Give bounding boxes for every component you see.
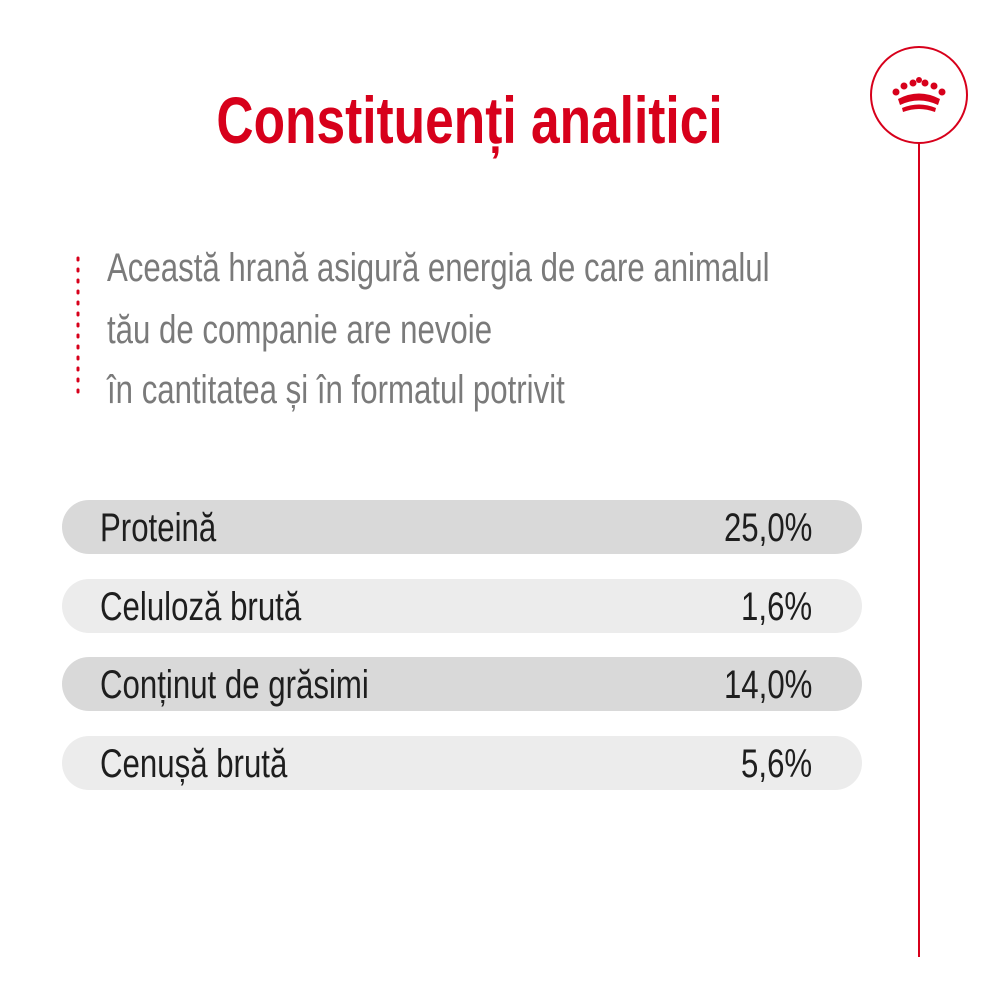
text: Cenușă brută — [100, 741, 288, 786]
table-row: Cenușă brută 5,6% — [62, 735, 862, 790]
row-value: 14,0% — [699, 663, 812, 708]
text: 14,0% — [723, 663, 812, 707]
row-label: Conținut de grăsimi — [100, 663, 445, 708]
description-line: Această hrană asigură energia de care an… — [107, 246, 956, 291]
description-line: tău de companie are nevoie — [107, 308, 601, 353]
text: Proteină — [100, 506, 217, 550]
table-row: Proteină 25,0% — [62, 500, 862, 554]
row-value: 5,6% — [721, 742, 812, 787]
text: în cantitatea și în formatul potrivit — [107, 368, 565, 412]
table-row: Celuloză brută 1,6% — [62, 578, 862, 633]
row-label: Proteină — [100, 506, 249, 551]
row-label: Cenușă brută — [100, 742, 340, 787]
text: 1,6% — [740, 584, 812, 629]
row-value: 1,6% — [721, 585, 812, 630]
title-text: Constituenți analitici — [216, 83, 724, 157]
row-value: 25,0% — [699, 506, 812, 551]
table-row: Conținut de grăsimi 14,0% — [62, 657, 862, 711]
text: Celuloză brută — [100, 584, 302, 629]
text: Conținut de grăsimi — [100, 663, 369, 707]
text: tău de companie are nevoie — [107, 308, 493, 352]
row-label: Celuloză brută — [100, 585, 358, 630]
text: Această hrană asigură energia de care an… — [107, 246, 770, 290]
crown-icon — [892, 77, 946, 112]
description-line: în cantitatea și în formatul potrivit — [107, 368, 694, 413]
title: Constituenți analitici — [0, 82, 940, 158]
text: 5,6% — [740, 741, 812, 786]
text: 25,0% — [723, 506, 812, 550]
